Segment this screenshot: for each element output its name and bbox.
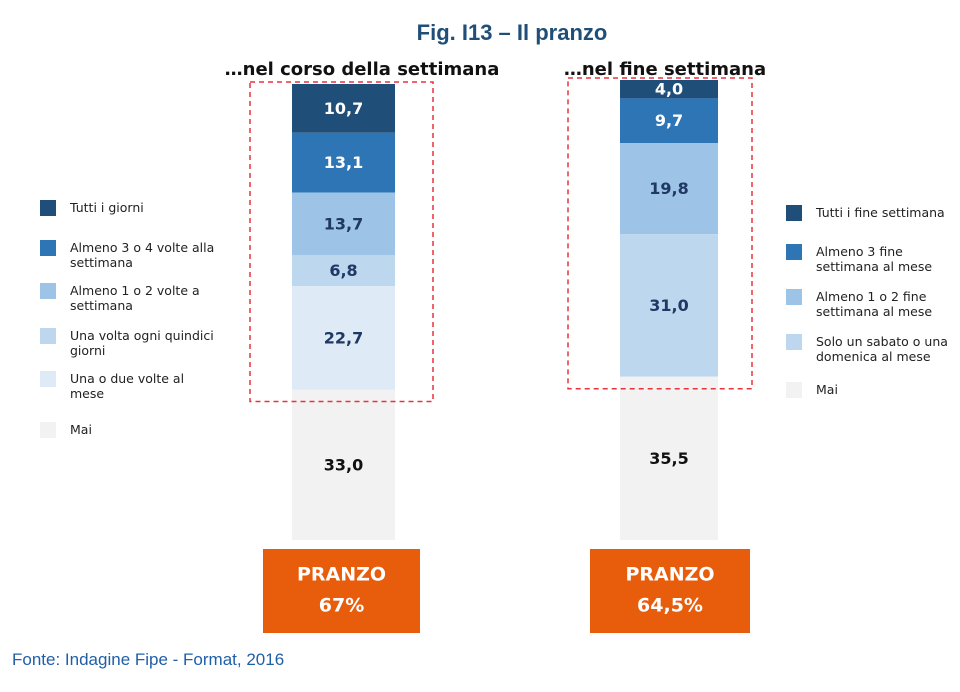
legend-item: Mai bbox=[40, 422, 215, 438]
value-label: 9,7 bbox=[655, 111, 683, 130]
legend-item: Almeno 3 o 4 volte alla settimana bbox=[40, 240, 215, 270]
chart-subtitle: …nel fine settimana bbox=[564, 59, 766, 80]
legend-swatch bbox=[786, 244, 802, 260]
highlight-box bbox=[249, 81, 434, 403]
legend-item: Una o due volte al mese bbox=[40, 371, 215, 401]
total-label: PRANZO bbox=[297, 564, 386, 586]
total-value: 64,5% bbox=[637, 595, 703, 617]
legend-label: Una o due volte al mese bbox=[70, 371, 185, 401]
total-box bbox=[590, 549, 750, 633]
legend-swatch bbox=[786, 382, 802, 398]
legend-label: Mai bbox=[816, 382, 838, 397]
legend-swatch bbox=[786, 205, 802, 221]
legend-swatch bbox=[40, 371, 56, 387]
highlight-box bbox=[567, 77, 753, 390]
value-label: 19,8 bbox=[649, 179, 688, 198]
legend-swatch bbox=[786, 334, 802, 350]
legend-item: Mai bbox=[786, 382, 956, 398]
bar-segment bbox=[620, 376, 718, 540]
legend-label: Almeno 3 o 4 volte alla settimana bbox=[70, 240, 215, 270]
bar-segment bbox=[292, 255, 395, 287]
bar-segment bbox=[620, 80, 718, 99]
chart-subtitle: …nel corso della settimana bbox=[225, 59, 500, 80]
value-label: 33,0 bbox=[324, 455, 363, 474]
legend-label: Solo un sabato o una domenica al mese bbox=[816, 334, 948, 364]
total-label: PRANZO bbox=[625, 564, 714, 586]
legend-label: Almeno 1 o 2 volte a settimana bbox=[70, 283, 200, 313]
value-label: 22,7 bbox=[324, 328, 363, 347]
legend-swatch bbox=[786, 289, 802, 305]
bar-segment bbox=[292, 286, 395, 390]
value-label: 13,1 bbox=[324, 153, 363, 172]
bar-segment bbox=[292, 192, 395, 255]
bar-segment bbox=[620, 98, 718, 144]
total-box bbox=[263, 549, 420, 633]
value-label: 10,7 bbox=[324, 99, 363, 118]
source-note: Fonte: Indagine Fipe - Format, 2016 bbox=[12, 650, 285, 669]
figure-title: Fig. I13 – Il pranzo bbox=[417, 20, 608, 45]
bar-segment bbox=[292, 84, 395, 133]
legend-label: Tutti i giorni bbox=[70, 200, 144, 215]
legend-swatch bbox=[40, 328, 56, 344]
legend-item: Almeno 3 fine settimana al mese bbox=[786, 244, 956, 274]
bar-segment bbox=[292, 389, 395, 540]
legend-item: Almeno 1 o 2 fine settimana al mese bbox=[786, 289, 956, 319]
legend-label: Almeno 1 o 2 fine settimana al mese bbox=[816, 289, 933, 319]
value-label: 6,8 bbox=[329, 261, 357, 280]
legend-item: Tutti i giorni bbox=[40, 200, 215, 216]
legend-item: Almeno 1 o 2 volte a settimana bbox=[40, 283, 215, 313]
legend-label: Una volta ogni quindici giorni bbox=[70, 328, 214, 358]
legend-swatch bbox=[40, 240, 56, 256]
bar-segment bbox=[620, 143, 718, 235]
legend-label: Almeno 3 fine settimana al mese bbox=[816, 244, 933, 274]
value-label: 35,5 bbox=[649, 449, 688, 468]
legend-item: Solo un sabato o una domenica al mese bbox=[786, 334, 956, 364]
legend-swatch bbox=[40, 200, 56, 216]
bar-segment bbox=[292, 132, 395, 193]
value-label: 13,7 bbox=[324, 214, 363, 233]
legend-swatch bbox=[40, 422, 56, 438]
legend-label: Mai bbox=[70, 422, 92, 437]
total-value: 67% bbox=[319, 595, 364, 617]
legend-item: Una volta ogni quindici giorni bbox=[40, 328, 215, 358]
bar-segment bbox=[620, 234, 718, 377]
value-label: 4,0 bbox=[655, 80, 683, 99]
value-label: 31,0 bbox=[649, 296, 688, 315]
legend-item: Tutti i fine settimana bbox=[786, 205, 956, 221]
legend-swatch bbox=[40, 283, 56, 299]
legend-label: Tutti i fine settimana bbox=[816, 205, 945, 220]
